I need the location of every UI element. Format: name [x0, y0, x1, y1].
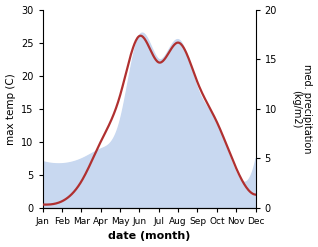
X-axis label: date (month): date (month) — [108, 231, 190, 242]
Y-axis label: med. precipitation
(kg/m2): med. precipitation (kg/m2) — [291, 64, 313, 153]
Y-axis label: max temp (C): max temp (C) — [5, 73, 16, 144]
